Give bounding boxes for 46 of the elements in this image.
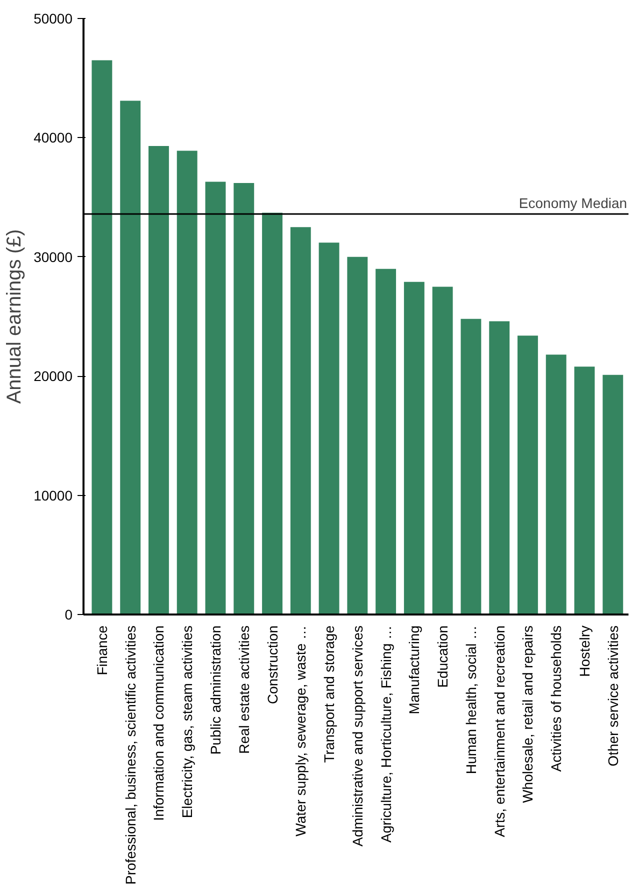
bar (404, 282, 424, 614)
bar (432, 286, 453, 614)
bar (376, 268, 396, 614)
y-tick-label: 30000 (34, 248, 73, 265)
bar (489, 321, 510, 614)
bar (318, 242, 340, 614)
bar (205, 182, 226, 614)
bar (290, 227, 311, 614)
y-axis-title: Annual earnings (£) (4, 229, 26, 404)
bar (234, 182, 254, 614)
x-tick-label: Transport and storage (321, 625, 338, 763)
x-tick-label: Construction (264, 626, 280, 704)
bar (546, 354, 566, 614)
x-tick-label: Professional, business, scientific activities (122, 626, 138, 885)
y-tick-label: 20000 (34, 368, 73, 384)
y-tick-label: 40000 (34, 130, 73, 146)
x-tick-label: Education (434, 625, 451, 688)
bar (148, 146, 169, 614)
x-tick-label: Water supply, sewerage, waste … (292, 625, 309, 836)
bar (602, 374, 624, 614)
x-tick-label: Activities of households (548, 625, 564, 772)
bar (518, 336, 538, 614)
x-tick-label: Human health, social … (462, 625, 479, 774)
x-tick-label: Manufacturing (406, 626, 422, 714)
x-tick-label: Other service activities (604, 625, 621, 766)
x-tick-label: Electricity, gas, steam activities (179, 625, 196, 818)
x-tick-label: Administrative and support services (349, 625, 366, 846)
x-tick-label: Hostelry (576, 625, 593, 677)
x-tick-label: Information and communication (150, 625, 167, 821)
bar (574, 366, 595, 614)
bar (262, 212, 282, 614)
bar (460, 318, 482, 614)
y-tick-label: 50000 (34, 10, 73, 26)
y-tick-label: 0 (64, 606, 73, 622)
x-tick-label: Arts, entertainment and recreation (491, 625, 508, 838)
ref-line-label: Economy Median (518, 194, 628, 211)
x-tick-label: Agriculture, Horticulture, Fishing … (378, 625, 394, 843)
x-tick-label: Wholesale, retail and repairs (520, 626, 536, 803)
x-tick-label: Real estate activities (236, 625, 252, 754)
x-tick-label: Finance (94, 625, 110, 676)
y-tick-label: 10000 (34, 487, 73, 504)
bar (92, 60, 112, 614)
bar (347, 256, 368, 614)
bar (120, 100, 141, 614)
x-tick-label: Public administration (207, 626, 224, 755)
bar (176, 150, 198, 614)
